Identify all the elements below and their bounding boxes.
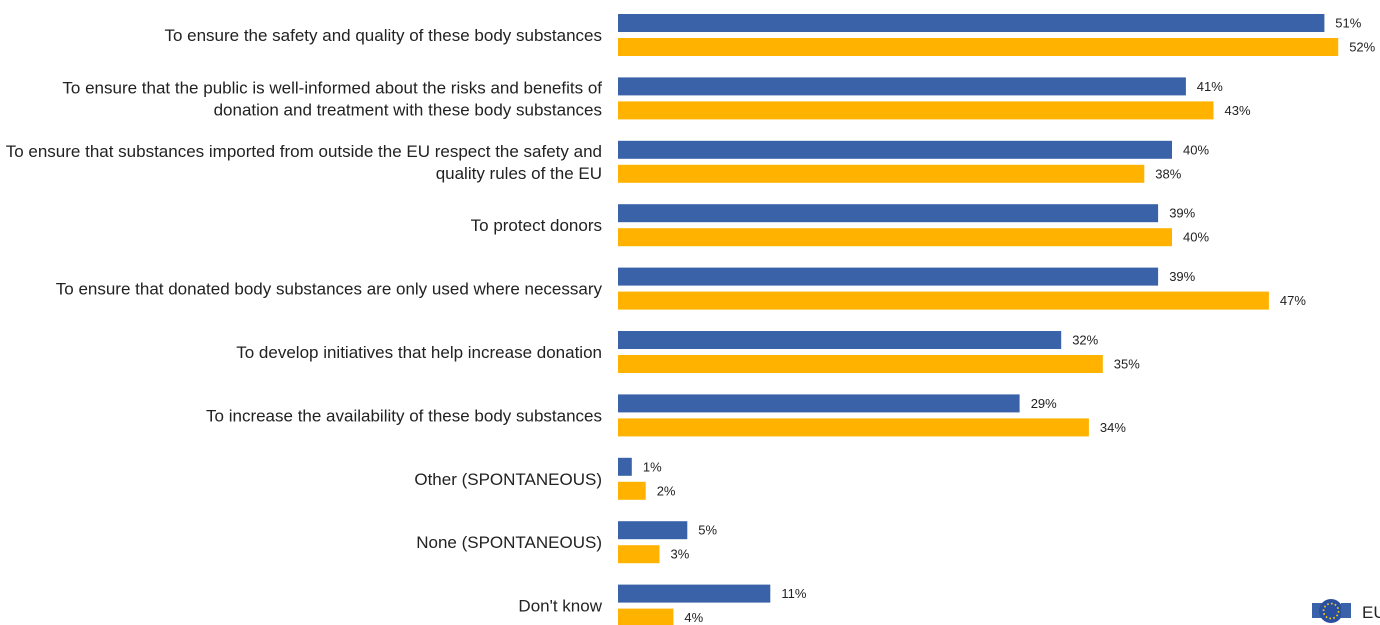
eu-flag-icon (1319, 599, 1343, 623)
category-label: To increase the availability of these bo… (206, 406, 602, 425)
bar-series-2 (618, 164, 1145, 183)
value-label: 41% (1197, 79, 1223, 94)
category-label: Other (SPONTANEOUS) (414, 470, 602, 489)
value-label: 35% (1114, 357, 1140, 372)
value-label: 32% (1072, 333, 1098, 348)
value-label: 38% (1155, 166, 1181, 181)
bar-series-2 (618, 38, 1339, 56)
category-label-line: To ensure the safety and quality of thes… (164, 26, 602, 45)
category-label: None (SPONTANEOUS) (416, 533, 602, 552)
value-label: 1% (643, 459, 662, 474)
value-label: 40% (1183, 142, 1209, 157)
bar-series-1 (618, 521, 688, 540)
bar-series-2 (618, 545, 660, 564)
category-label-line: To ensure that donated body substances a… (56, 280, 603, 299)
bar-series-2 (618, 101, 1214, 120)
eu-flag-stars (1322, 602, 1340, 620)
category-label-line: To develop initiatives that help increas… (236, 343, 602, 362)
category-label-line: To increase the availability of these bo… (206, 406, 602, 425)
category-label: Don't know (518, 597, 602, 616)
category-label: To develop initiatives that help increas… (236, 343, 602, 362)
category-label: To ensure that the public is well-inform… (62, 78, 602, 119)
bars (618, 14, 1339, 625)
bar-series-2 (618, 608, 674, 625)
value-label: 29% (1031, 396, 1057, 411)
legend-swatch-right (1341, 603, 1351, 618)
bar-series-2 (618, 291, 1269, 310)
bar-series-2 (618, 418, 1089, 437)
value-label: 51% (1335, 16, 1361, 31)
category-label-line: None (SPONTANEOUS) (416, 533, 602, 552)
bar-series-1 (618, 267, 1159, 286)
bar-series-1 (618, 14, 1325, 32)
category-label-line: Don't know (518, 597, 602, 616)
category-label-line: quality rules of the EU (436, 164, 602, 183)
value-label: 34% (1100, 420, 1126, 435)
category-label-line: Other (SPONTANEOUS) (414, 470, 602, 489)
bar-series-1 (618, 457, 632, 476)
value-label: 40% (1183, 230, 1209, 245)
value-label: 39% (1169, 269, 1195, 284)
legend: EU (1312, 599, 1380, 623)
category-label: To protect donors (471, 216, 602, 235)
category-label: To ensure that substances imported from … (6, 142, 602, 183)
category-label-line: To ensure that the public is well-inform… (62, 78, 602, 97)
category-label-line: To ensure that substances imported from … (6, 142, 602, 161)
category-label-line: donation and treatment with these body s… (214, 100, 602, 119)
value-label: 11% (781, 586, 806, 601)
legend-label: EU (1362, 603, 1380, 622)
category-label-line: To protect donors (471, 216, 602, 235)
category-label: To ensure the safety and quality of thes… (164, 26, 602, 45)
value-labels: 51%52%41%43%40%38%39%40%39%47%32%35%29%3… (643, 16, 1376, 625)
value-label: 2% (657, 483, 676, 498)
value-label: 52% (1349, 40, 1375, 55)
bar-series-2 (618, 355, 1103, 373)
bar-series-1 (618, 394, 1020, 413)
bar-series-2 (618, 228, 1172, 247)
bar-series-1 (618, 77, 1186, 96)
value-label: 4% (684, 610, 703, 625)
bar-series-2 (618, 481, 646, 500)
value-label: 47% (1280, 293, 1306, 308)
bar-series-1 (618, 140, 1172, 159)
bar-series-1 (618, 584, 771, 603)
value-label: 43% (1225, 103, 1251, 118)
value-label: 3% (671, 547, 690, 562)
legend-swatch-left (1312, 603, 1322, 618)
bar-series-1 (618, 331, 1062, 349)
value-label: 39% (1169, 206, 1195, 221)
category-label: To ensure that donated body substances a… (56, 280, 603, 299)
bar-series-1 (618, 204, 1159, 223)
value-label: 5% (698, 523, 717, 538)
category-labels: To ensure the safety and quality of thes… (6, 26, 603, 616)
